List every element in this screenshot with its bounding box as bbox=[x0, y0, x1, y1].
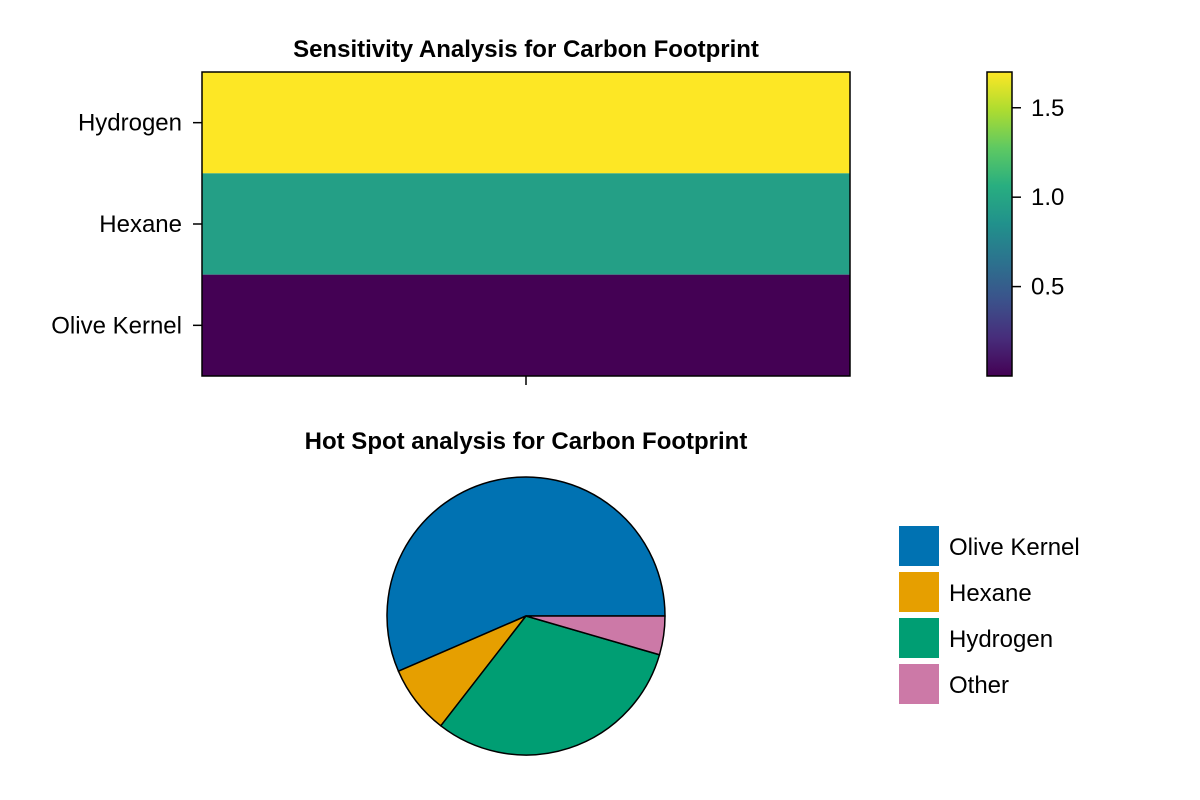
legend-swatch bbox=[899, 618, 939, 658]
colorbar-tick-label: 1.0 bbox=[1031, 184, 1064, 211]
legend-swatch bbox=[899, 526, 939, 566]
heatmap-cells bbox=[202, 72, 850, 376]
pie-panel: Hot Spot analysis for Carbon Footprint O… bbox=[305, 428, 1080, 756]
heatmap-panel: Sensitivity Analysis for Carbon Footprin… bbox=[51, 36, 851, 385]
heatmap-cell bbox=[202, 72, 850, 174]
heatmap-cell bbox=[202, 274, 850, 376]
pie-slice bbox=[525, 615, 666, 656]
pie-slices bbox=[386, 476, 666, 756]
legend-label: Hexane bbox=[949, 580, 1032, 607]
heatmap-cell bbox=[202, 173, 850, 275]
heatmap-title: Sensitivity Analysis for Carbon Footprin… bbox=[293, 36, 759, 63]
colorbar-ticks: 0.5 1.0 1.5 bbox=[1012, 95, 1064, 301]
legend-label: Hydrogen bbox=[949, 626, 1053, 653]
heatmap-y-axis: Hydrogen Hexane Olive Kernel bbox=[51, 110, 202, 339]
pie-slice bbox=[440, 615, 661, 756]
pie-slice bbox=[386, 476, 666, 672]
legend-swatch bbox=[899, 572, 939, 612]
pie-legend: Olive Kernel Hexane Hydrogen Other bbox=[899, 526, 1080, 704]
legend-label: Olive Kernel bbox=[949, 534, 1080, 561]
colorbar-tick-label: 0.5 bbox=[1031, 274, 1064, 301]
heatmap-y-tick-label: Hydrogen bbox=[78, 110, 182, 137]
colorbar: 0.5 1.0 1.5 bbox=[986, 71, 1064, 377]
pie-title: Hot Spot analysis for Carbon Footprint bbox=[305, 428, 748, 455]
heatmap-y-tick-label: Olive Kernel bbox=[51, 312, 182, 339]
colorbar-gradient bbox=[986, 71, 1013, 377]
heatmap-y-tick-label: Hexane bbox=[99, 211, 182, 238]
colorbar-tick-label: 1.5 bbox=[1031, 95, 1064, 122]
legend-label: Other bbox=[949, 672, 1009, 699]
legend-swatch bbox=[899, 664, 939, 704]
